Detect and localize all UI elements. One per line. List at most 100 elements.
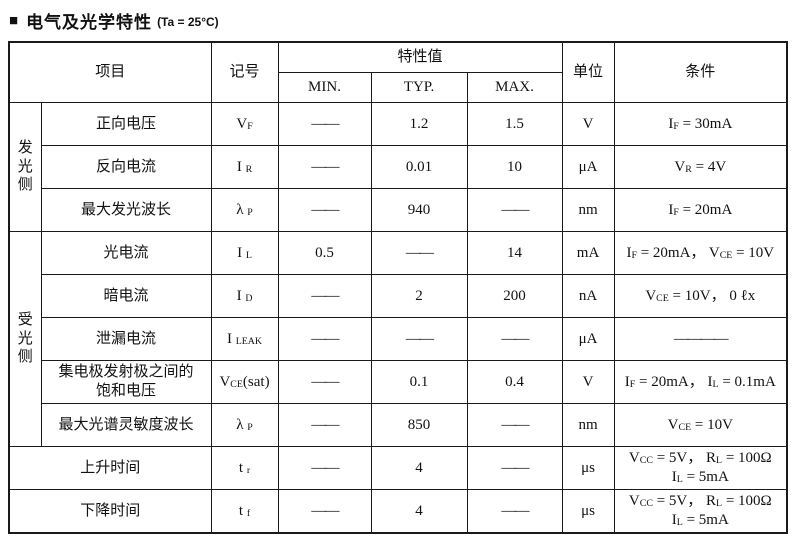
no-value-dash: —— <box>405 244 434 261</box>
symbol-cell: VCE(sat) <box>210 360 279 404</box>
subscript: D <box>245 292 253 304</box>
condition-cell: VR = 4V <box>613 145 788 189</box>
col-header-max: MAX. <box>466 72 563 103</box>
min-cell: —— <box>277 102 372 146</box>
subscript: CE <box>678 421 692 433</box>
section-bullet-icon: ■ <box>9 12 19 29</box>
col-header-symbol: 记号 <box>210 41 279 103</box>
unit-cell: V <box>561 360 615 404</box>
max-cell: —— <box>466 403 563 447</box>
typ-cell: 940 <box>370 188 468 232</box>
unit-cell: μA <box>561 317 615 361</box>
typ-cell: 1.2 <box>370 102 468 146</box>
no-value-dash: —— <box>501 502 529 519</box>
condition-cell: IF = 20mA， IL = 0.1mA <box>613 360 788 404</box>
group-label-emitting-side: 发光侧 <box>8 102 42 232</box>
subscript: LEAK <box>235 335 263 347</box>
no-value-dash: —— <box>311 330 339 347</box>
condition-cell: VCC = 5V， RL = 100Ω IL = 5mA <box>613 489 788 534</box>
subscript: F <box>673 120 679 132</box>
typ-cell: 2 <box>370 274 468 318</box>
max-cell: 0.4 <box>466 360 563 404</box>
min-cell: —— <box>277 188 372 232</box>
table-header-row-2: MIN. TYP. MAX. <box>9 72 787 103</box>
table-row: 反向电流 I R —— 0.01 10 μA VR = 4V <box>9 145 788 189</box>
no-value-dash: —— <box>501 201 529 218</box>
subscript: L <box>716 455 723 467</box>
symbol-cell: t r <box>210 446 279 490</box>
max-cell: —— <box>466 489 563 534</box>
typ-cell: —— <box>370 317 468 361</box>
max-cell: —— <box>466 446 563 490</box>
symbol-cell: I L <box>210 231 279 275</box>
min-cell: —— <box>277 360 372 404</box>
subscript: F <box>673 206 679 218</box>
no-value-dash: —— <box>311 502 339 519</box>
subscript: r <box>246 464 251 476</box>
no-value-dash: —— <box>311 459 339 476</box>
col-header-condition: 条件 <box>613 41 788 103</box>
unit-cell: μs <box>561 489 615 534</box>
table-row: 上升时间 t r —— 4 —— μs VCC = 5V， RL = 100Ω IL = 5m… <box>8 446 788 490</box>
table-row: 泄漏电流 I LEAK —— —— —— μA ———— <box>9 317 788 361</box>
item-cell: 最大发光波长 <box>40 188 212 232</box>
no-value-dash: —— <box>311 201 339 218</box>
unit-cell: μA <box>561 145 615 189</box>
subscript: CC <box>639 498 653 510</box>
typ-cell: 0.1 <box>370 360 468 404</box>
item-cell: 泄漏电流 <box>40 317 212 361</box>
item-cell: 正向电压 <box>40 102 212 146</box>
col-header-unit: 单位 <box>561 41 615 103</box>
item-cell: 集电极发射极之间的 饱和电压 <box>40 360 212 404</box>
typ-cell: 850 <box>370 403 468 447</box>
typ-cell: 0.01 <box>370 145 468 189</box>
col-header-min: MIN. <box>277 72 372 103</box>
min-cell: —— <box>277 403 372 447</box>
unit-cell: V <box>561 102 615 146</box>
condition-cell: VCE = 10V <box>613 403 788 447</box>
condition-cell: ———— <box>613 317 788 361</box>
table-row: 下降时间 t f —— 4 —— μs VCC = 5V， RL = 100Ω IL = 5m… <box>8 489 788 534</box>
min-cell: 0.5 <box>277 231 372 275</box>
max-cell: 10 <box>466 145 563 189</box>
table-row: 最大光谱灵敏度波长 λ P —— 850 —— nm VCE = 10V <box>9 403 788 447</box>
item-cell: 上升时间 <box>8 446 212 490</box>
subscript: F <box>247 120 253 132</box>
condition-cell: IF = 20mA <box>613 188 788 232</box>
table-row: 暗电流 I D —— 2 200 nA VCE = 10V， 0 ℓx <box>9 274 788 318</box>
typ-cell: 4 <box>370 446 468 490</box>
min-cell: —— <box>277 489 372 534</box>
typ-cell: —— <box>370 231 468 275</box>
condition-cell: VCE = 10V， 0 ℓx <box>613 274 788 318</box>
symbol-cell: I R <box>210 145 279 189</box>
symbol-cell: λ P <box>210 188 279 232</box>
unit-cell: mA <box>561 231 615 275</box>
symbol-cell: I LEAK <box>210 317 279 361</box>
subscript: CE <box>230 378 243 390</box>
typ-cell: 4 <box>370 489 468 534</box>
group-label-receiving-side: 受光侧 <box>8 231 42 447</box>
table-row: 受光侧光电流 I L 0.5 —— 14 mA IF = 20mA， VCE = 10V <box>8 231 788 447</box>
subscript: F <box>631 249 637 261</box>
max-cell: 14 <box>466 231 563 275</box>
table-row: 发光侧正向电压 VF —— 1.2 1.5 V IF = 30mA <box>8 102 788 232</box>
characteristics-table: 项目 记号 特性值 单位 条件 MIN. TYP. MAX. 发光侧正向电压 VF… <box>8 41 789 534</box>
max-cell: —— <box>466 317 563 361</box>
condition-cell: IF = 30mA <box>613 102 788 146</box>
subscript: R <box>685 163 692 175</box>
subscript: P <box>247 421 253 433</box>
max-cell: 1.5 <box>466 102 563 146</box>
subscript: R <box>245 163 253 175</box>
subscript: CC <box>639 455 653 467</box>
subscript: CE <box>719 249 733 261</box>
symbol-cell: t f <box>210 489 279 534</box>
no-value-dash: —— <box>405 330 434 347</box>
min-cell: —— <box>277 274 372 318</box>
subscript: P <box>247 206 253 218</box>
section-title-text: 电气及光学特性 <box>26 13 153 32</box>
no-value-dash: —— <box>501 459 529 476</box>
no-value-dash: ———— <box>673 330 729 347</box>
subscript: L <box>676 516 683 528</box>
section-title: ■ 电气及光学特性 (Ta = 25°C) <box>9 8 787 33</box>
